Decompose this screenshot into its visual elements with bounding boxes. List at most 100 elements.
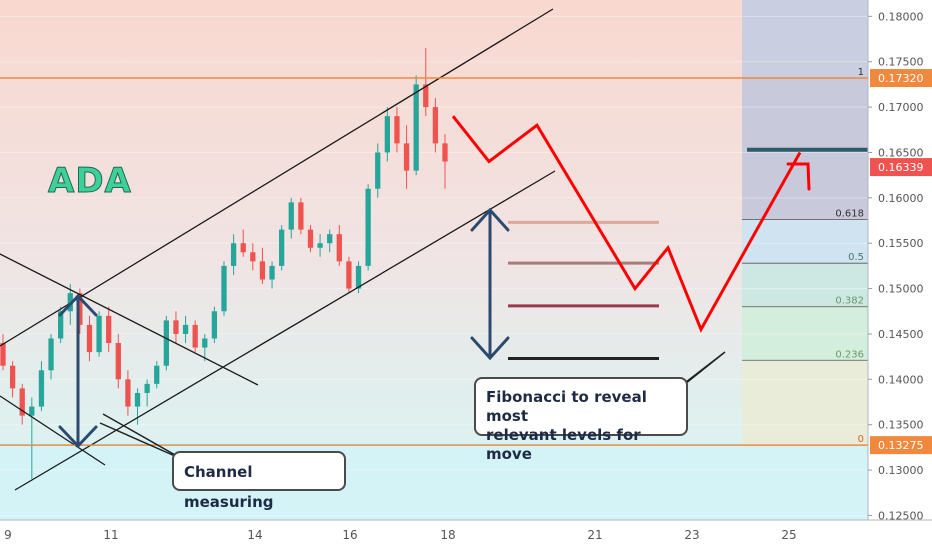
time-tick-label-1: 11: [103, 528, 118, 542]
candle-body-45: [432, 107, 439, 144]
candle-body-13: [125, 379, 131, 407]
fibonacci-callout: Fibonacci to reveal most relevant levels…: [474, 377, 688, 463]
candle-body-38: [365, 188, 371, 266]
candle-body-4: [38, 370, 45, 407]
descending-upper-line: [0, 253, 259, 386]
time-tick-label-2: 14: [247, 528, 262, 542]
time-tick-label-6: 23: [684, 528, 699, 542]
fib-zone-2: [742, 263, 868, 307]
candle-body-30: [288, 202, 294, 230]
projection-arrowhead: [786, 162, 811, 191]
candle-body-2: [19, 388, 25, 416]
candle-body-43: [413, 84, 419, 171]
lower-zone-background: [0, 441, 868, 520]
candle-body-19: [182, 324, 189, 334]
plot-background: [0, 0, 868, 520]
candle-body-1: [9, 365, 16, 389]
candle-body-28: [269, 265, 275, 280]
candle-body-32: [307, 229, 314, 248]
channel-measure-arrow: [58, 293, 98, 449]
candle-body-5: [48, 338, 54, 371]
horizontal-lines: [0, 77, 868, 446]
time-axis: 9 11 14 16 18 21 23 25: [4, 528, 796, 542]
candle-body-34: [327, 234, 333, 244]
candle-body-8: [77, 293, 83, 325]
candle-body-9: [86, 324, 93, 353]
price-marker-label-0: 0.17320: [878, 72, 924, 85]
chart-title: ADA: [48, 161, 132, 201]
candle-body-39: [375, 152, 381, 189]
trend-lines: [0, 8, 556, 491]
price-tick-label-0: 0.18000: [878, 10, 924, 23]
fibonacci-label-line-1: Fibonacci to reveal most: [486, 388, 647, 425]
price-tick-label-7: 0.14500: [878, 328, 924, 341]
fibonacci-zones: 1 0.618 0.5 0.382 0.236 0: [742, 0, 868, 446]
price-marker-2: [870, 436, 932, 455]
candle-body-36: [346, 261, 352, 289]
candle-body-24: [230, 243, 237, 266]
candle-body-41: [394, 116, 400, 144]
price-markers: 0.17320 0.16339 0.13275: [870, 69, 932, 455]
price-tick-label-3: 0.16500: [878, 146, 924, 159]
descending-lower-line: [0, 395, 106, 466]
candle-body-16: [154, 365, 160, 384]
candle-body-27: [259, 261, 266, 280]
candle-body-14: [134, 392, 141, 407]
price-tick-label-6: 0.15000: [878, 283, 924, 296]
candle-body-3: [29, 406, 35, 416]
candle-body-17: [163, 320, 169, 366]
candle-body-6: [58, 311, 64, 339]
channel-measuring-label: Channel measuring: [184, 463, 274, 511]
candle-body-40: [384, 116, 390, 153]
candle-body-23: [221, 265, 227, 312]
grid: [0, 15, 868, 516]
candle-body-25: [240, 243, 246, 253]
candle-body-12: [115, 343, 121, 380]
candle-body-22: [211, 311, 218, 339]
candle-body-44: [423, 84, 429, 108]
fib-level-label-0.618: 0.618: [835, 209, 864, 220]
time-tick-label-0: 9: [4, 528, 12, 542]
fib-level-label-0.5: 0.5: [848, 252, 864, 263]
candle-body-26: [250, 252, 256, 262]
price-marker-label-1: 0.16339: [878, 161, 924, 174]
time-tick-label-3: 16: [342, 528, 357, 542]
time-tick-label-4: 18: [440, 528, 455, 542]
candle-body-37: [355, 265, 362, 289]
time-tick-label-5: 21: [587, 528, 602, 542]
fib-zone-4: [742, 360, 868, 446]
projected-path: [451, 115, 802, 333]
time-tick-label-7: 25: [781, 528, 796, 542]
candle-body-21: [202, 338, 208, 348]
price-marker-0: [870, 69, 932, 88]
candle-body-18: [173, 320, 179, 334]
fib-level-label-0.382: 0.382: [835, 296, 864, 307]
price-tick-label-5: 0.15500: [878, 237, 924, 250]
channel-lower-line: [14, 170, 556, 491]
fib-measure-arrow: [470, 207, 510, 361]
price-tick-label-2: 0.17000: [878, 101, 924, 114]
channel-upper-line: [0, 8, 554, 347]
price-tick-label-1: 0.17500: [878, 56, 924, 69]
target-lines: [508, 220, 659, 360]
candle-body-35: [336, 234, 342, 262]
price-tick-label-10: 0.13000: [878, 464, 924, 477]
price-tick-label-4: 0.16000: [878, 192, 924, 205]
fib-zone-1: [742, 219, 868, 264]
candle-body-20: [192, 324, 198, 348]
price-tick-label-8: 0.14000: [878, 373, 924, 386]
candle-body-46: [442, 143, 448, 162]
candle-body-10: [96, 315, 102, 353]
price-tick-label-11: 0.12500: [878, 509, 924, 522]
time-axis-background: [0, 520, 932, 550]
candle-body-29: [279, 229, 285, 266]
price-marker-1: [870, 158, 932, 177]
candle-body-15: [144, 383, 150, 393]
fib-zone-top: [742, 0, 868, 79]
candle-body-11: [106, 315, 112, 344]
fib-level-label-0: 0: [858, 434, 864, 445]
price-axis: 0.18000 0.17500 0.17000 0.16500 0.16000 0.155…: [868, 10, 924, 522]
fib-zone-3: [742, 306, 868, 361]
